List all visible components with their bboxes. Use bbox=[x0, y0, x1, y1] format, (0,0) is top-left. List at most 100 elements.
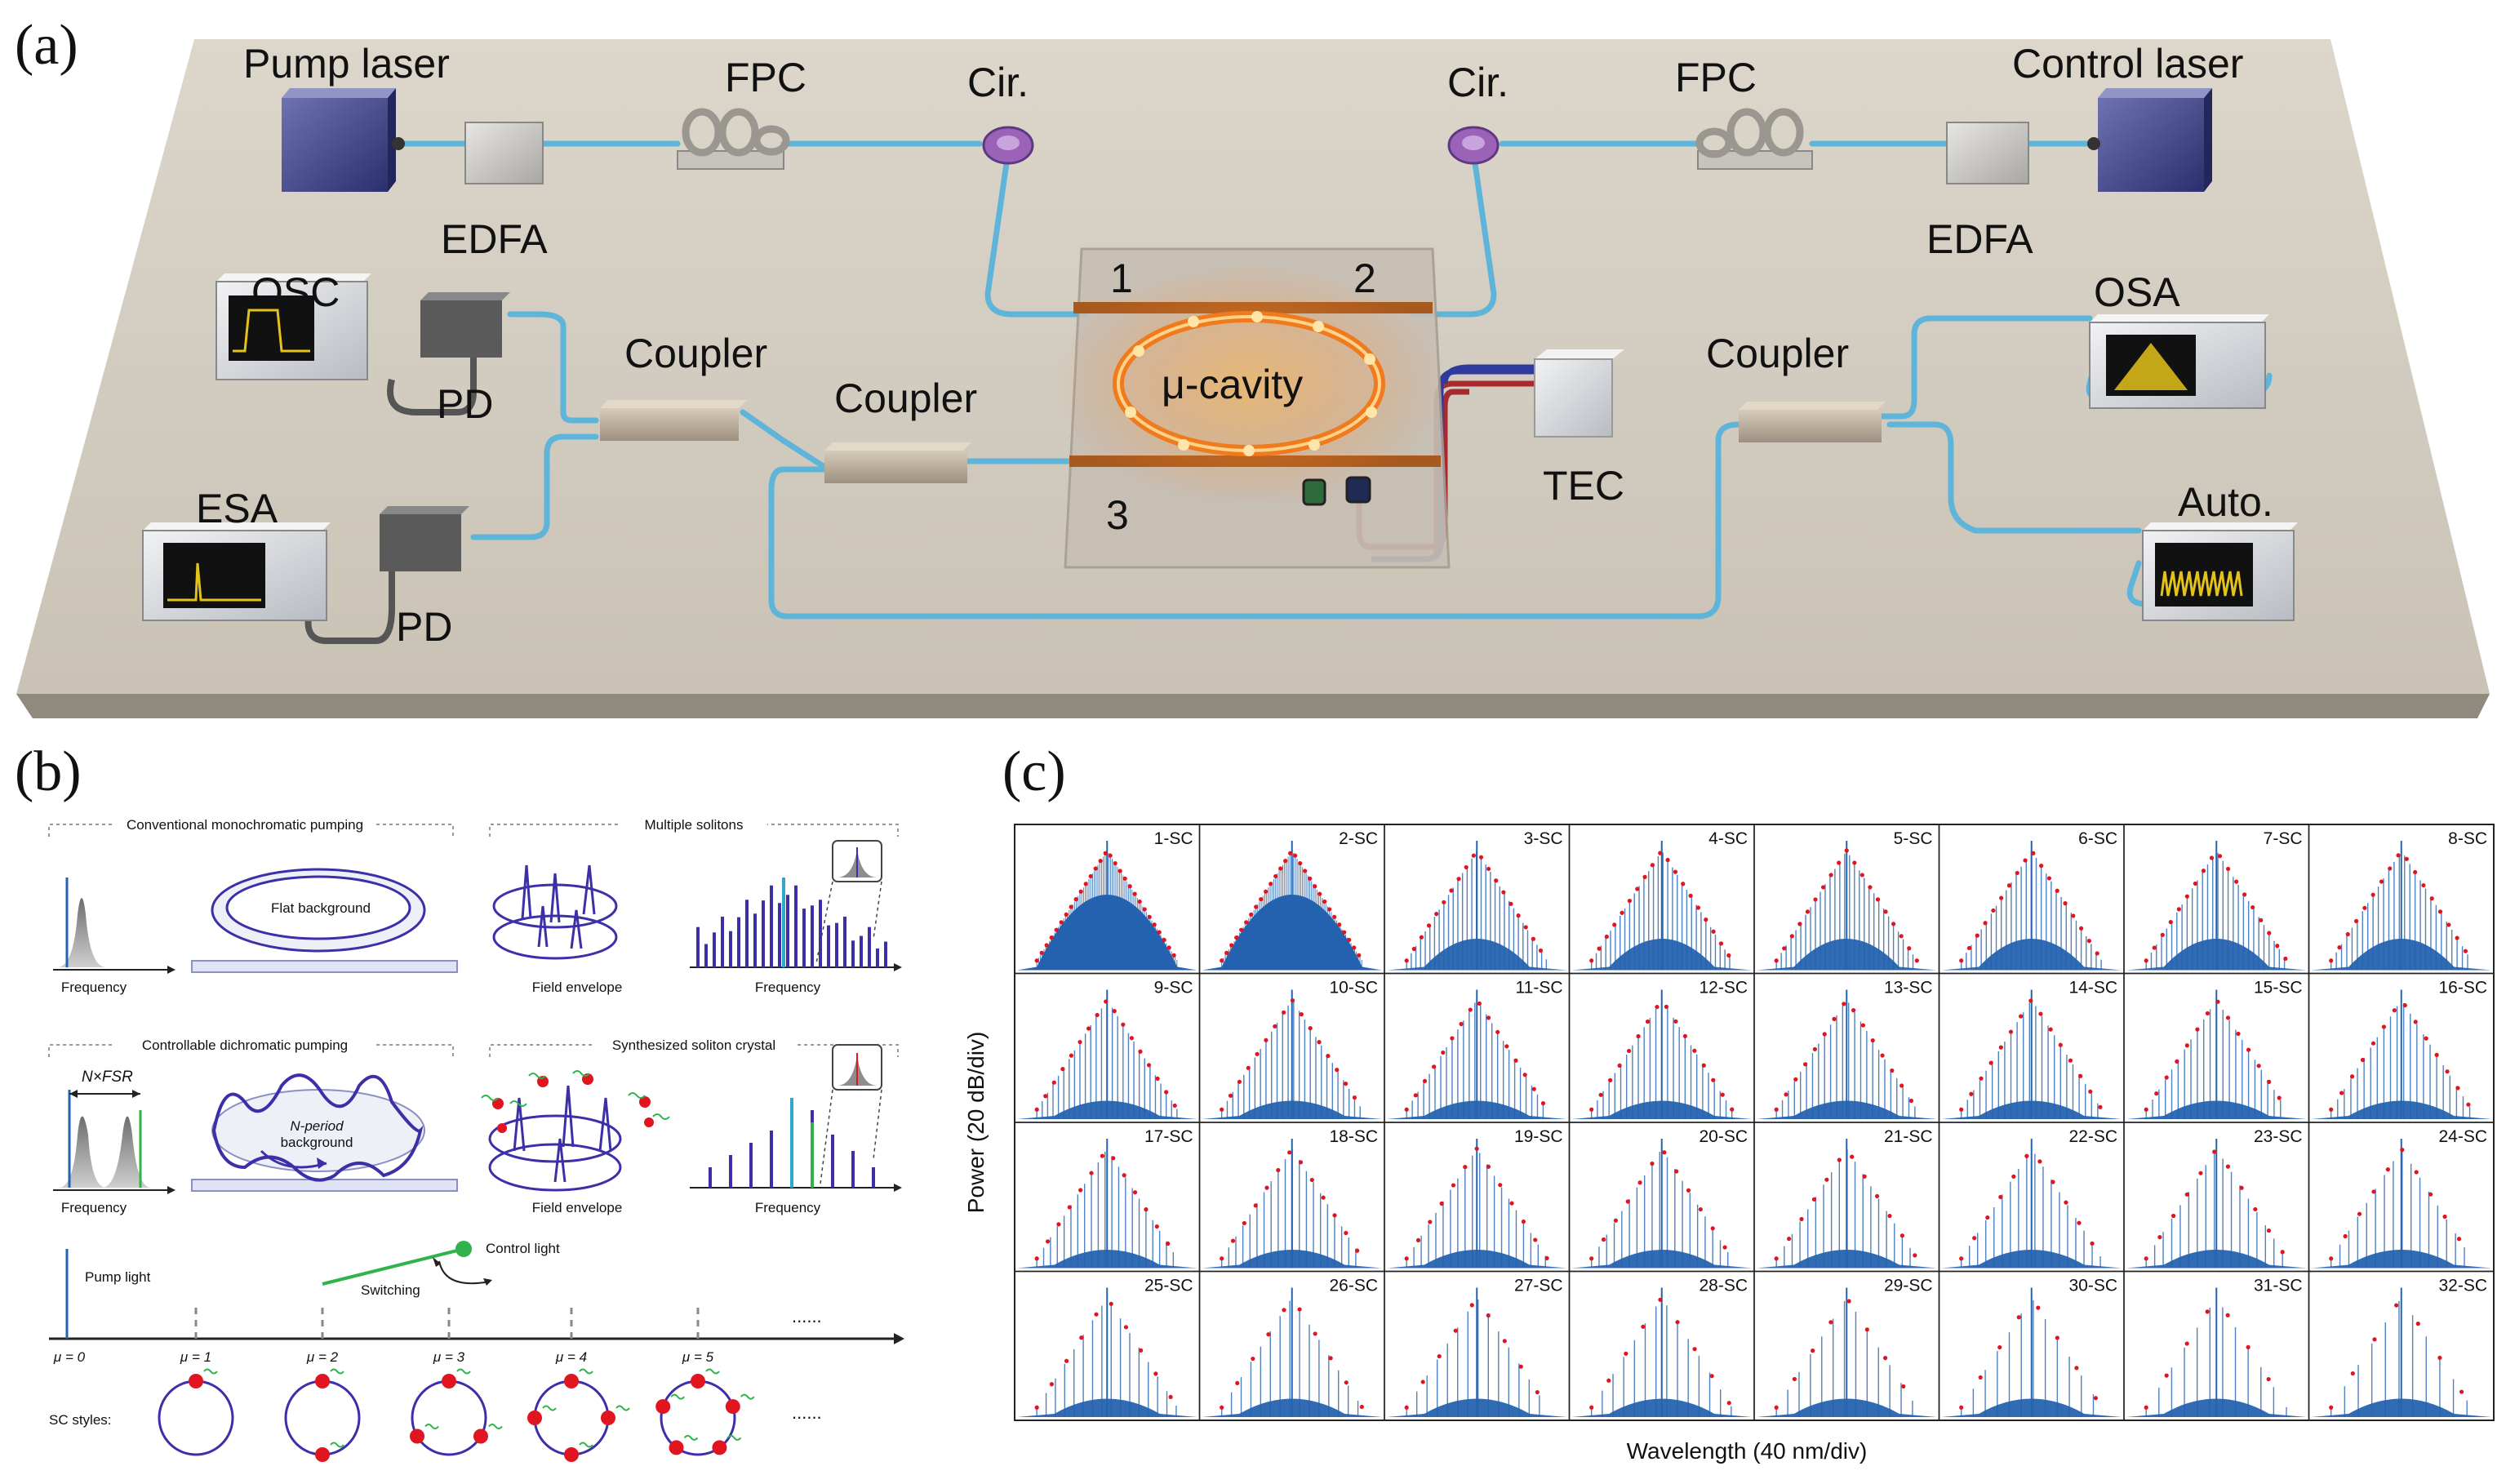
sc-control-wave bbox=[726, 1434, 742, 1441]
envelope-dot bbox=[1860, 873, 1864, 878]
optical-table-edge bbox=[16, 694, 2490, 718]
envelope-dot bbox=[1139, 1348, 1144, 1353]
switching-label: Switching bbox=[361, 1282, 420, 1298]
coupler-2 bbox=[824, 442, 971, 483]
envelope-dot bbox=[1089, 1171, 1094, 1175]
envelope-dot bbox=[1789, 934, 1794, 939]
envelope-dot bbox=[1220, 1107, 1224, 1112]
envelope-dot bbox=[1665, 857, 1670, 863]
envelope-dot bbox=[1908, 1098, 1914, 1104]
spectrum-cell-label: 23-SC bbox=[2254, 1127, 2303, 1146]
envelope-dot bbox=[1132, 891, 1137, 896]
envelope-dot bbox=[1851, 1008, 1856, 1013]
port-1-label: 1 bbox=[1110, 255, 1133, 301]
envelope-dot bbox=[1138, 1049, 1143, 1054]
envelope-dot bbox=[1612, 922, 1617, 927]
envelope-dot bbox=[2277, 1095, 2282, 1100]
envelope-dot bbox=[1155, 1076, 1160, 1081]
envelope-dot bbox=[2437, 1355, 2442, 1360]
envelope-dot bbox=[1239, 927, 1244, 932]
envelope-dot bbox=[1251, 1356, 1255, 1362]
envelope-dot bbox=[1456, 877, 1461, 882]
envelope-dot bbox=[1229, 943, 1234, 948]
spectrum-cell-label: 25-SC bbox=[1144, 1277, 1193, 1295]
sc-soliton-dot bbox=[315, 1447, 330, 1462]
envelope-dot bbox=[1434, 912, 1439, 917]
envelope-dot bbox=[1073, 897, 1078, 902]
edfa-left bbox=[464, 122, 544, 184]
envelope-dot bbox=[2413, 869, 2418, 875]
spectrum-cell-label: 9-SC bbox=[1154, 979, 1193, 997]
envelope-dot bbox=[1313, 884, 1317, 889]
envelope-dot bbox=[1326, 1054, 1331, 1059]
envelope-dot bbox=[2225, 1164, 2230, 1169]
spectrum-cell-label: 13-SC bbox=[1884, 979, 1933, 997]
envelope-dot bbox=[1959, 1256, 1964, 1261]
envelope-dot bbox=[1698, 1206, 1703, 1212]
envelope-dot bbox=[1441, 1050, 1446, 1055]
envelope-dot bbox=[2381, 1024, 2386, 1029]
spectrum-cell: 32-SC bbox=[2308, 1270, 2495, 1421]
envelope-dot bbox=[1264, 889, 1269, 894]
envelope-dot bbox=[1464, 864, 1468, 870]
envelope-dot bbox=[1034, 958, 1039, 963]
envelope-dot bbox=[2023, 858, 2028, 863]
spectrum-cell-label: 1-SC bbox=[1154, 829, 1193, 848]
envelope-dot bbox=[2415, 1322, 2420, 1326]
envelope-dot bbox=[1034, 1256, 1039, 1261]
envelope-dot bbox=[1969, 1091, 1974, 1096]
spectrum-cell-label: 11-SC bbox=[1516, 979, 1563, 997]
envelope-dot bbox=[1626, 1048, 1632, 1054]
envelope-dot bbox=[1983, 921, 1988, 926]
synth-crystal-field bbox=[481, 1070, 670, 1192]
envelope-dot bbox=[1774, 1107, 1779, 1112]
spectrum-cell: 19-SC bbox=[1384, 1122, 1571, 1273]
envelope-dot bbox=[1658, 851, 1663, 855]
envelope-dot bbox=[1711, 929, 1716, 934]
envelope-dot bbox=[1882, 1356, 1888, 1361]
envelope-dot bbox=[1664, 1004, 1669, 1009]
envelope-dot bbox=[1523, 925, 1528, 930]
envelope-dot bbox=[2225, 1313, 2230, 1317]
envelope-dot bbox=[1449, 888, 1454, 893]
envelope-dot bbox=[2445, 1069, 2450, 1074]
envelope-dot bbox=[2176, 907, 2181, 912]
envelope-dot bbox=[2251, 904, 2255, 910]
nperiod-ring bbox=[191, 1073, 458, 1192]
envelope-dot bbox=[1589, 1107, 1594, 1112]
envelope-dot bbox=[2212, 1149, 2217, 1154]
envelope-dot bbox=[2402, 1002, 2407, 1008]
spectrum-cell-label: 32-SC bbox=[2438, 1277, 2487, 1295]
envelope-dot bbox=[2164, 1373, 2169, 1378]
envelope-dot bbox=[1531, 936, 1535, 941]
envelope-dot bbox=[1282, 1010, 1286, 1015]
envelope-dot bbox=[1077, 1039, 1082, 1045]
sc-control-wave bbox=[488, 1424, 503, 1429]
envelope-dot bbox=[1959, 958, 1964, 963]
envelope-dot bbox=[1887, 1213, 1892, 1219]
envelope-dot bbox=[1404, 1256, 1409, 1261]
envelope-dot bbox=[2201, 869, 2206, 873]
envelope-dot bbox=[1850, 1154, 1855, 1159]
envelope-dot bbox=[1422, 1078, 1428, 1083]
envelope-dot bbox=[2051, 1180, 2055, 1184]
envelope-dot bbox=[1959, 1405, 1964, 1410]
envelope-dot bbox=[2024, 1153, 2029, 1158]
envelope-dot bbox=[1868, 885, 1873, 890]
sc-style-rings bbox=[158, 1368, 755, 1462]
envelope-dot bbox=[1837, 1157, 1842, 1162]
envelope-dot bbox=[2329, 958, 2334, 963]
envelope-dot bbox=[2246, 1344, 2251, 1350]
envelope-dot bbox=[1172, 1103, 1177, 1109]
spectrum-cell: 27-SC bbox=[1384, 1270, 1571, 1421]
sc-control-wave bbox=[203, 1368, 218, 1375]
envelope-dot bbox=[1404, 1405, 1409, 1410]
envelope-dot bbox=[2086, 939, 2091, 944]
sc-soliton-dot bbox=[564, 1447, 579, 1462]
envelope-dot bbox=[2011, 1174, 2016, 1179]
envelope-dot bbox=[1875, 897, 1881, 902]
coupler-3 bbox=[1739, 402, 1886, 442]
envelope-dot bbox=[1327, 907, 1332, 912]
envelope-dot bbox=[1273, 1024, 1277, 1029]
envelope-dot bbox=[1117, 869, 1122, 873]
